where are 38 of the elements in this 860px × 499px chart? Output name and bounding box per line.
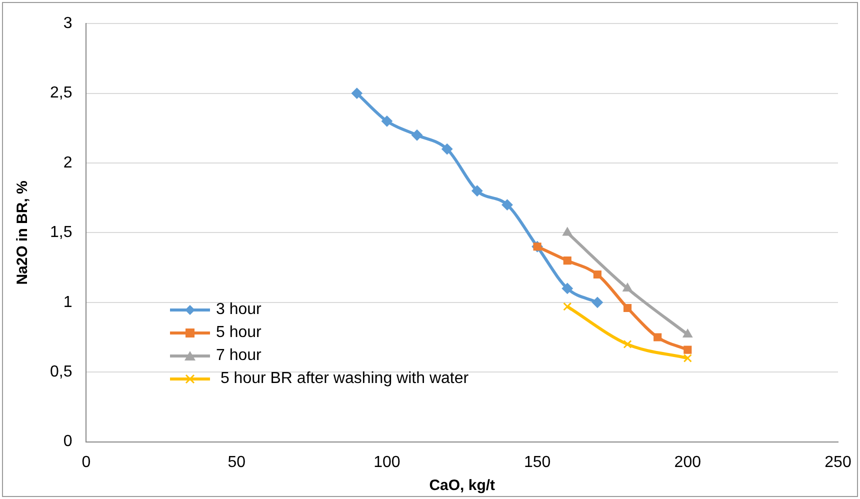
point <box>683 354 692 362</box>
x-tick-label: 0 <box>82 454 91 471</box>
y-tick-label: 2 <box>63 154 72 172</box>
point <box>563 256 572 265</box>
point <box>381 116 392 127</box>
point <box>682 328 692 338</box>
y-axis-title: Na2O in BR, % <box>14 180 32 285</box>
point <box>563 302 572 311</box>
x-tick-label: 150 <box>524 454 551 471</box>
point <box>623 304 632 312</box>
point <box>442 144 453 155</box>
point <box>472 185 483 196</box>
legend-label: 3 hour <box>216 300 262 318</box>
x-tick-label: 100 <box>374 454 400 471</box>
point <box>562 282 573 294</box>
y-tick-label: 0 <box>63 433 72 450</box>
x-tick-label: 250 <box>824 454 852 471</box>
x-tick-label: 200 <box>674 454 702 471</box>
y-tick-label: 0,5 <box>50 364 72 381</box>
point <box>412 130 423 141</box>
legend-label: 5 hour <box>216 324 262 342</box>
point <box>654 333 662 342</box>
y-tick-label: 1 <box>63 294 72 311</box>
point <box>562 227 572 236</box>
point <box>623 340 632 349</box>
point <box>684 346 692 354</box>
legend-label: 7 hour <box>216 346 262 364</box>
point <box>622 282 632 292</box>
point <box>592 296 603 308</box>
y-tick-label: 2,5 <box>50 84 72 102</box>
x-axis-title: CaO, kg/t <box>429 477 496 494</box>
legend-label: 5 hour BR after washing with water <box>219 370 469 388</box>
y-tick-label: 1,5 <box>50 224 72 242</box>
y-tick-label: 3 <box>63 15 72 32</box>
point <box>502 199 513 210</box>
point <box>351 88 362 99</box>
point <box>593 270 602 279</box>
x-tick-label: 50 <box>228 454 246 471</box>
